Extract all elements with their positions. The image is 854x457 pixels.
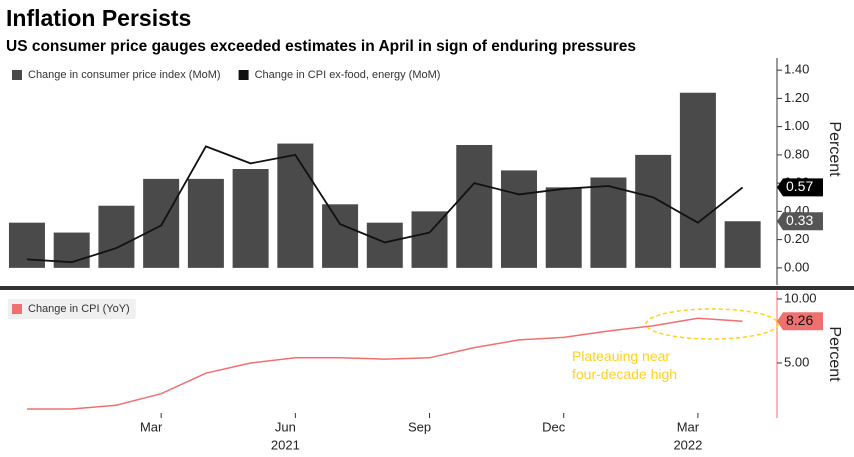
y-tick-label: 1.20 — [784, 90, 809, 105]
legend-background — [8, 299, 136, 319]
x-tick-label: Jun — [275, 419, 296, 434]
bar — [98, 205, 135, 268]
x-tick-label: Dec — [542, 419, 566, 434]
bar — [366, 222, 403, 268]
value-label-box — [777, 212, 823, 231]
x-tick-label: Sep — [408, 419, 431, 434]
value-label-box — [777, 312, 823, 331]
bar — [456, 144, 493, 268]
chart-subtitle: US consumer price gauges exceeded estima… — [6, 38, 636, 55]
value-label-box — [777, 178, 823, 197]
line — [26, 145, 744, 264]
bar — [277, 143, 314, 268]
annotation: Plateauing near four-decade high — [572, 348, 677, 382]
bar — [724, 221, 761, 268]
bar — [411, 211, 448, 268]
bar — [322, 204, 359, 268]
y-tick-label: 0.20 — [784, 231, 809, 246]
bar — [679, 92, 716, 268]
y-tick-label: 5.00 — [784, 354, 809, 369]
legend-swatch — [238, 70, 249, 80]
bar — [545, 187, 582, 268]
y-tick-label: 1.40 — [784, 62, 809, 77]
bar — [590, 177, 627, 268]
chart-title: Inflation Persists — [6, 5, 191, 31]
legend-swatch — [12, 70, 22, 80]
legend-label: Change in CPI (YoY) — [28, 303, 130, 315]
annotation-ellipse — [645, 308, 779, 340]
x-group-label: 2021 — [271, 437, 300, 452]
bar — [8, 222, 45, 268]
x-tick-label: Mar — [677, 419, 700, 434]
legend-label: Change in consumer price index (MoM) — [28, 69, 221, 81]
legend-label: Change in CPI ex-food, energy (MoM) — [255, 69, 441, 81]
bar — [232, 169, 269, 268]
bar — [187, 178, 224, 268]
y-tick-label: 0.80 — [784, 146, 809, 161]
y-axis-label: Percent — [826, 121, 843, 177]
panel-separator — [0, 286, 854, 290]
y-tick-label: 10.00 — [784, 290, 817, 305]
value-label: 8.26 — [786, 312, 813, 328]
y-axis-label: Percent — [826, 326, 843, 382]
legend-swatch — [12, 304, 22, 314]
line — [27, 317, 743, 410]
x-group-label: 2022 — [673, 437, 702, 452]
value-label: 0.57 — [786, 178, 813, 194]
y-tick-label: 1.00 — [784, 118, 809, 133]
bar — [635, 154, 672, 268]
y-tick-label: 0.00 — [784, 259, 809, 274]
value-label: 0.33 — [786, 212, 813, 228]
x-tick-label: Mar — [140, 419, 163, 434]
bar — [500, 170, 537, 268]
bar — [143, 178, 180, 268]
